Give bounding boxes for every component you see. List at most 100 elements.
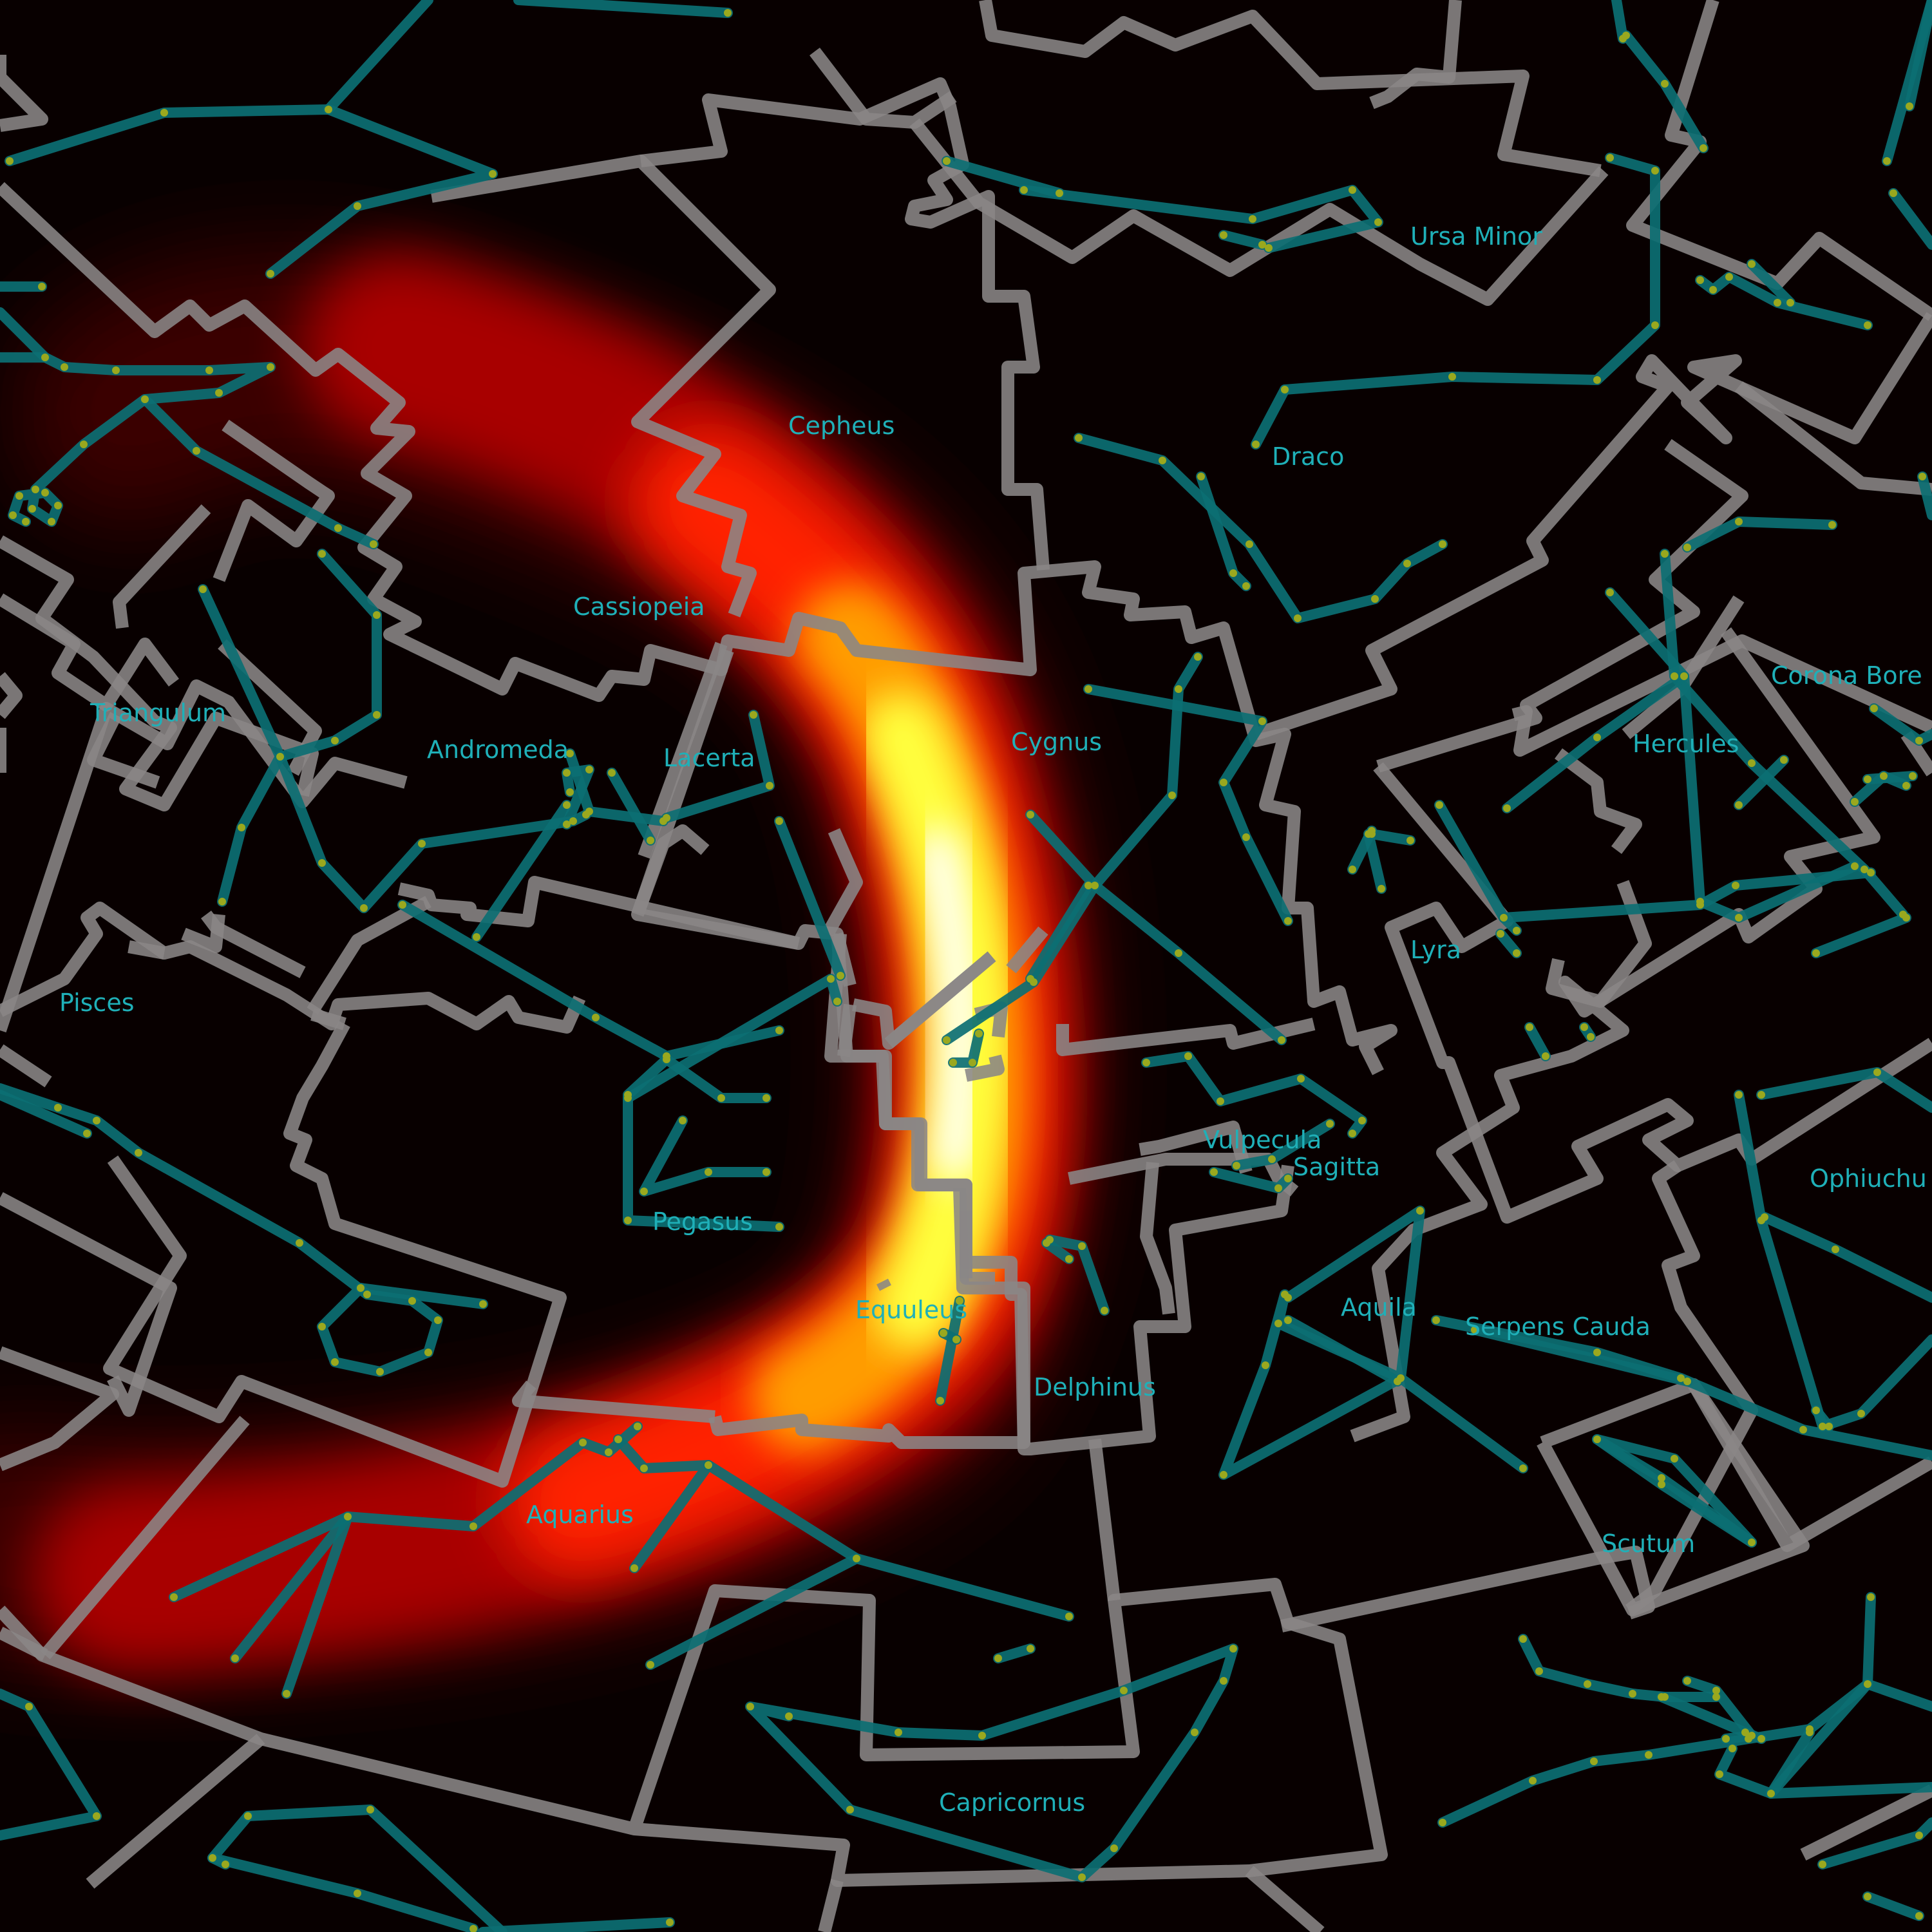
star-point bbox=[766, 782, 773, 790]
star-point bbox=[1767, 1790, 1775, 1797]
star-point bbox=[399, 901, 406, 909]
star-point bbox=[679, 1117, 687, 1124]
star-point bbox=[1683, 1677, 1691, 1685]
star-point bbox=[318, 550, 326, 558]
star-point bbox=[775, 1027, 783, 1034]
star-point bbox=[424, 1349, 432, 1356]
label-pisces: Pisces bbox=[59, 989, 135, 1017]
star-point bbox=[1078, 1242, 1086, 1250]
star-point bbox=[244, 1812, 252, 1820]
star-point bbox=[566, 750, 574, 757]
star-point bbox=[563, 769, 571, 777]
star-point bbox=[231, 1654, 239, 1662]
star-point bbox=[25, 1703, 33, 1710]
star-point bbox=[222, 1861, 229, 1868]
star-point bbox=[1439, 540, 1446, 548]
star-point bbox=[663, 814, 670, 822]
star-point bbox=[373, 711, 381, 719]
star-point bbox=[1745, 1735, 1752, 1743]
star-point bbox=[363, 1291, 371, 1298]
star-point bbox=[1696, 276, 1704, 284]
star-point bbox=[1497, 930, 1504, 938]
star-point bbox=[1909, 772, 1917, 780]
star-point bbox=[1394, 1378, 1401, 1385]
star-point bbox=[1606, 154, 1614, 162]
star-point bbox=[160, 109, 168, 117]
star-point bbox=[1593, 376, 1601, 384]
star-point bbox=[1590, 1757, 1598, 1765]
star-point bbox=[833, 998, 841, 1005]
star-point bbox=[940, 1329, 947, 1337]
star-point bbox=[1281, 1291, 1289, 1298]
star-point bbox=[1709, 286, 1717, 294]
star-point bbox=[956, 1297, 963, 1305]
star-point bbox=[54, 1104, 62, 1112]
star-point bbox=[1065, 1255, 1073, 1263]
star-point bbox=[1471, 1326, 1479, 1334]
constellation-labels: Ursa Minor Cepheus Draco Cassiopeia Coro… bbox=[59, 222, 1927, 1817]
star-point bbox=[640, 1188, 648, 1195]
star-point bbox=[1857, 1410, 1865, 1417]
star-point bbox=[1812, 1406, 1820, 1414]
star-point bbox=[1297, 1075, 1305, 1083]
star-point bbox=[489, 170, 497, 178]
star-point bbox=[1229, 569, 1237, 577]
star-point bbox=[936, 1397, 944, 1405]
star-point bbox=[344, 1513, 352, 1520]
star-point bbox=[1677, 1374, 1685, 1382]
star-point bbox=[1880, 772, 1888, 780]
star-point bbox=[218, 898, 226, 905]
star-point bbox=[585, 766, 593, 773]
label-equuleus: Equuleus bbox=[855, 1296, 967, 1324]
star-point bbox=[32, 486, 39, 493]
label-pegasus: Pegasus bbox=[652, 1208, 753, 1236]
star-point bbox=[1761, 1213, 1768, 1221]
star-point bbox=[1587, 1033, 1595, 1041]
star-point bbox=[1780, 756, 1788, 764]
star-point bbox=[705, 1461, 712, 1469]
star-point bbox=[1439, 1819, 1446, 1826]
star-point bbox=[1326, 1120, 1334, 1128]
star-point bbox=[1728, 1745, 1736, 1752]
star-point bbox=[1349, 866, 1356, 873]
star-point bbox=[318, 1323, 326, 1331]
star-point bbox=[141, 395, 149, 403]
star-point bbox=[1735, 914, 1743, 922]
star-point bbox=[1245, 540, 1253, 548]
star-point bbox=[28, 505, 36, 513]
star-point bbox=[785, 1712, 793, 1720]
star-point bbox=[1832, 1245, 1839, 1253]
constellation-stars bbox=[6, 9, 1926, 1932]
star-point bbox=[1110, 1844, 1118, 1852]
star-point bbox=[1535, 1667, 1543, 1675]
star-point bbox=[624, 1217, 632, 1224]
star-point bbox=[1757, 1091, 1765, 1099]
star-point bbox=[717, 1094, 725, 1102]
star-point bbox=[215, 389, 223, 397]
star-point bbox=[827, 975, 835, 983]
star-point bbox=[1870, 705, 1878, 712]
star-point bbox=[1091, 882, 1099, 889]
star-point bbox=[1906, 102, 1913, 110]
star-point bbox=[373, 611, 381, 619]
star-point bbox=[1020, 186, 1028, 194]
star-point bbox=[614, 1435, 622, 1443]
star-point bbox=[775, 1223, 783, 1231]
star-point bbox=[135, 1149, 142, 1157]
label-triangulum: Triangulum bbox=[90, 699, 226, 727]
star-point bbox=[1349, 1130, 1356, 1137]
star-point bbox=[1864, 1680, 1871, 1688]
star-point bbox=[750, 711, 757, 719]
label-ursa-minor: Ursa Minor bbox=[1410, 222, 1542, 251]
star-point bbox=[1142, 1059, 1150, 1066]
star-point bbox=[1593, 1435, 1601, 1443]
star-point bbox=[1683, 1378, 1691, 1385]
star-point bbox=[41, 489, 49, 497]
star-point bbox=[1220, 1471, 1227, 1479]
star-point bbox=[1902, 914, 1910, 922]
star-point bbox=[1671, 672, 1678, 680]
star-point bbox=[1056, 189, 1063, 197]
star-point bbox=[83, 1130, 91, 1137]
star-point bbox=[605, 1448, 612, 1456]
